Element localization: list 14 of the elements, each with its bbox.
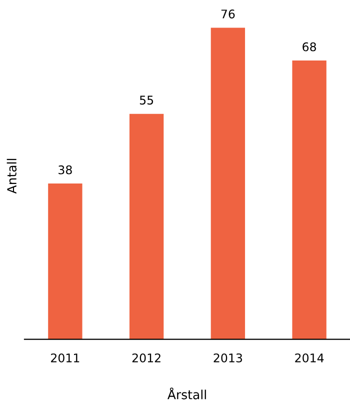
bar bbox=[292, 60, 326, 340]
x-axis-title: Årstall bbox=[167, 388, 206, 400]
data-label: 38 bbox=[58, 165, 72, 174]
data-label: 68 bbox=[302, 42, 316, 52]
bar bbox=[129, 114, 164, 340]
data-label: 76 bbox=[221, 10, 235, 18]
data-label: 55 bbox=[140, 96, 154, 105]
x-tick-label: 2013 bbox=[214, 353, 242, 362]
x-tick-label: 2012 bbox=[132, 353, 160, 362]
x-tick-label: 2011 bbox=[51, 353, 80, 362]
x-tick-label: 2014 bbox=[295, 353, 324, 362]
bar bbox=[210, 28, 246, 340]
y-axis-title: Antall bbox=[6, 158, 17, 194]
bar bbox=[48, 184, 82, 340]
